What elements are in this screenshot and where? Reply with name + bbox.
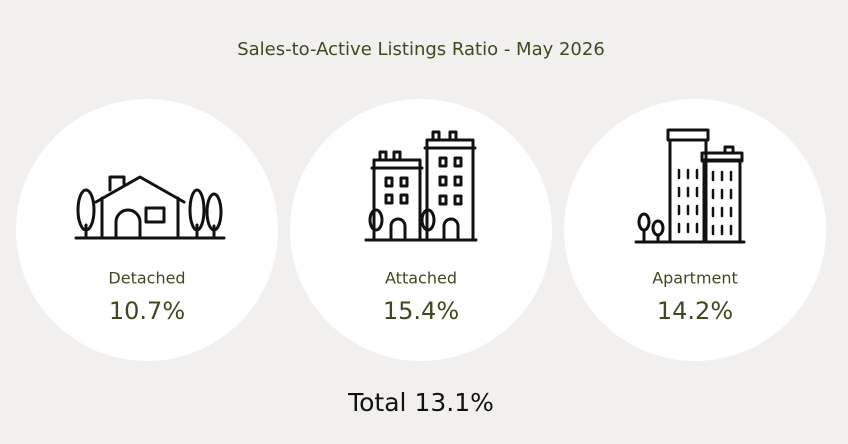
card: Detached 10.7% — [16, 99, 278, 361]
card-circle — [564, 99, 826, 361]
card-value: 14.2% — [657, 297, 733, 325]
card-label: Detached — [108, 269, 185, 288]
apartment-icon — [634, 128, 746, 244]
card-value: 10.7% — [109, 297, 185, 325]
card: Attached 15.4% — [290, 99, 552, 361]
townhouse-icon — [364, 130, 478, 242]
card-label: Attached — [385, 269, 457, 288]
card: Apartment 14.2% — [564, 99, 826, 361]
title: Sales-to-Active Listings Ratio - May 202… — [237, 39, 605, 60]
total: Total 13.1% — [347, 388, 494, 417]
house-icon — [74, 175, 226, 240]
card-value: 15.4% — [383, 297, 459, 325]
card-circle — [16, 99, 278, 361]
card-label: Apartment — [652, 269, 738, 288]
